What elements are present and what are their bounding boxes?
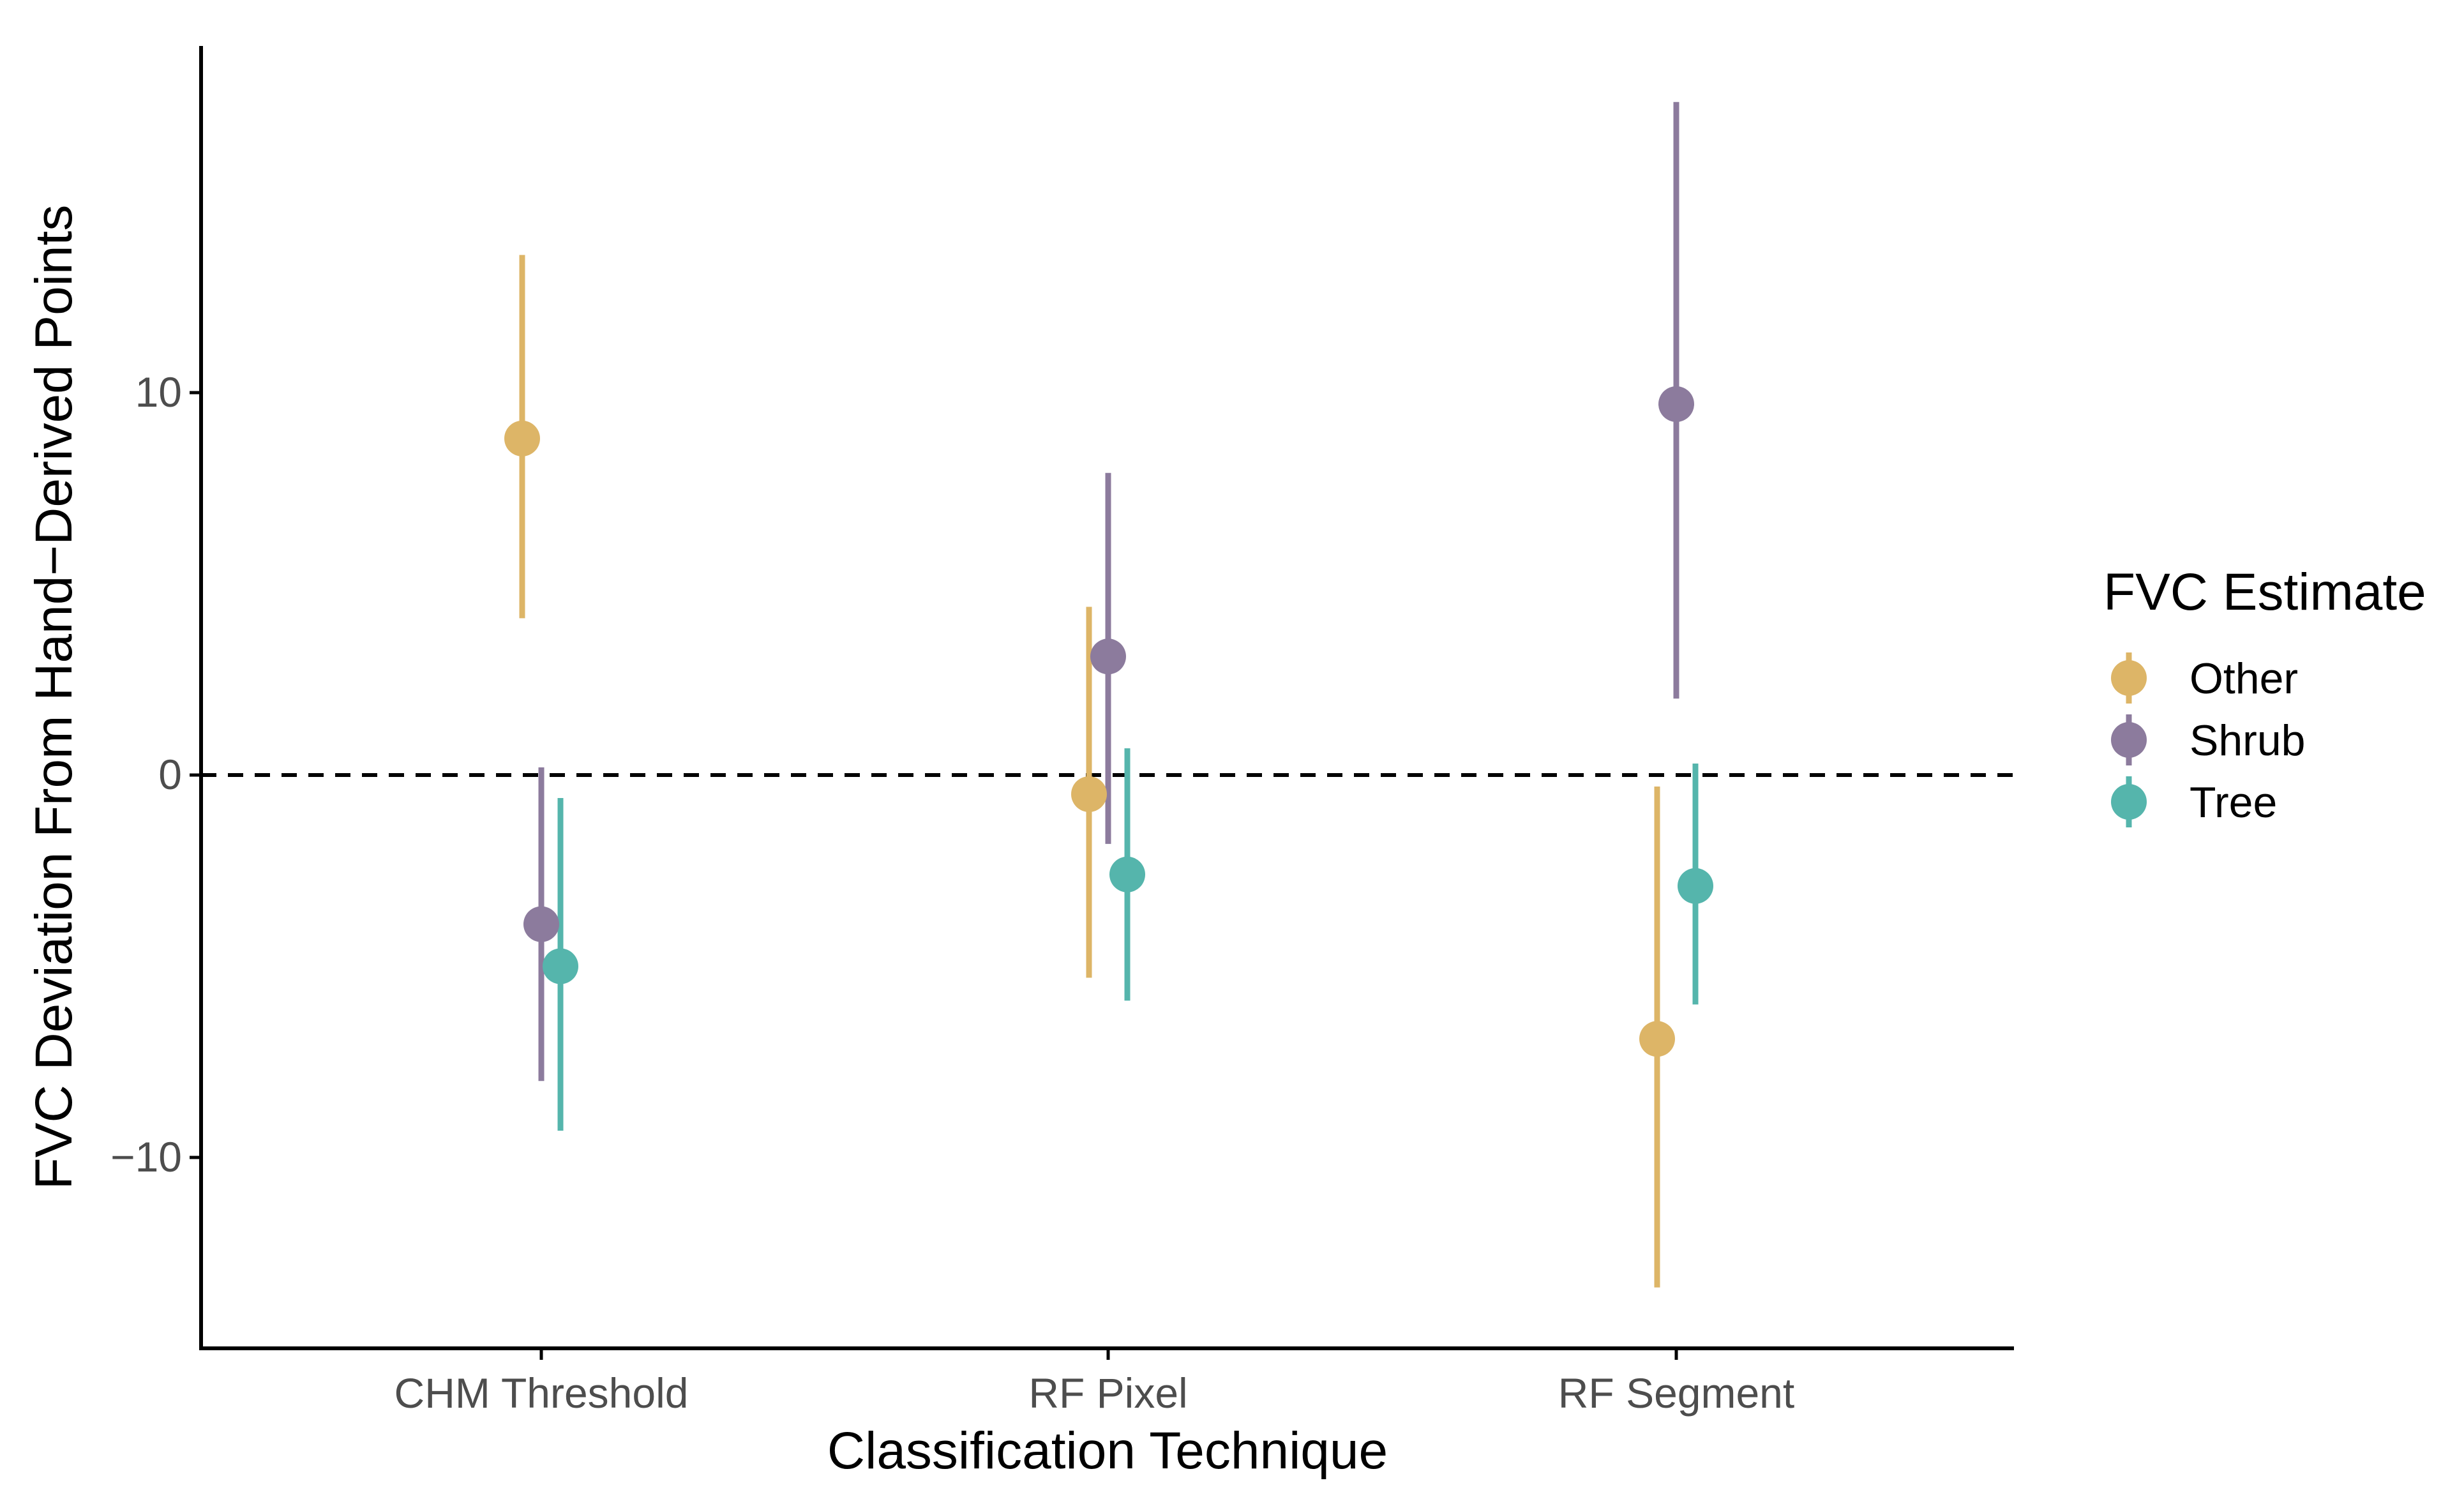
legend-title: FVC Estimate [2103,563,2426,621]
y-axis-ticks: 10 0 −10 [110,368,201,1180]
y-tick-label: 10 [135,368,182,416]
legend-label: Tree [2190,778,2277,827]
data-point [1109,856,1145,893]
y-tick-label: −10 [110,1133,182,1180]
data-point [504,420,540,456]
legend-key-dot [2111,784,2147,820]
data-point [543,948,578,984]
data-point [1678,868,1713,904]
x-axis-title: Classification Technique [827,1422,1388,1480]
x-tick-label: RF Pixel [1028,1369,1187,1417]
legend: FVC Estimate Other Shrub Tree [2103,563,2426,827]
legend-label: Shrub [2190,716,2305,765]
y-tick-label: 0 [158,751,182,798]
data-point [1071,776,1107,812]
data-point [523,906,559,942]
data-point [1639,1021,1675,1057]
legend-key-dot [2111,660,2147,696]
data-points [504,386,1713,1057]
x-axis-ticks: CHM Threshold RF Pixel RF Segment [394,1348,1794,1417]
legend-label: Other [2190,654,2298,703]
data-point [1090,638,1126,675]
x-tick-label: CHM Threshold [394,1369,689,1417]
data-point [1658,386,1694,422]
legend-key-dot [2111,722,2147,758]
legend-items: Other Shrub Tree [2111,652,2305,827]
x-tick-label: RF Segment [1558,1369,1794,1417]
y-axis-title: FVC Deviation From Hand−Derived Points [25,205,83,1190]
